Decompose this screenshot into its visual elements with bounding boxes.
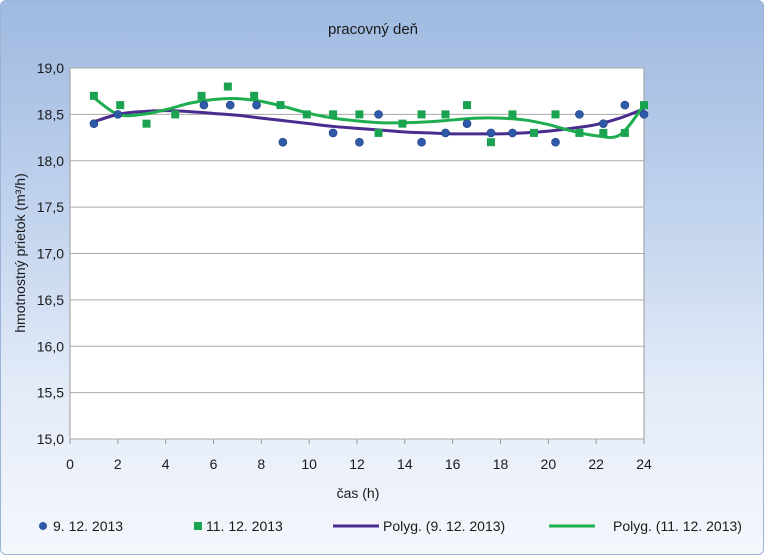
x-tick-label: 20 xyxy=(541,456,557,472)
data-point-series-2 xyxy=(486,138,495,147)
data-point-series-1 xyxy=(441,128,450,138)
data-point-series-1 xyxy=(225,100,235,110)
trend-lines xyxy=(93,96,646,139)
data-point-series-1 xyxy=(575,110,584,119)
data-point-series-2 xyxy=(508,110,517,119)
data-point-series-2 xyxy=(640,101,648,110)
legend: 9. 12. 2013 11. 12. 2013 Polyg. (9. 12. … xyxy=(39,518,742,534)
data-point-series-2 xyxy=(223,82,232,91)
data-point-series-2 xyxy=(355,110,364,119)
data-point-series-2 xyxy=(171,110,180,119)
data-point-series-2 xyxy=(116,101,125,110)
data-point-series-1 xyxy=(252,100,261,110)
data-point-series-1 xyxy=(486,128,496,138)
data-point-series-1 xyxy=(599,119,608,128)
chart-title: pracovný deň xyxy=(328,21,418,38)
legend-marker-series-2 xyxy=(194,522,202,530)
data-point-series-1 xyxy=(355,137,364,147)
data-point-series-1 xyxy=(462,119,472,128)
trend-line-series-3 xyxy=(93,107,645,136)
data-point-series-2 xyxy=(276,101,285,110)
data-point-series-1 xyxy=(639,110,649,119)
legend-label-series-1: 9. 12. 2013 xyxy=(53,518,123,534)
trend-line-series-4 xyxy=(93,96,646,139)
data-point-series-2 xyxy=(89,91,98,100)
data-point-series-1 xyxy=(328,128,338,138)
y-tick-label: 17,0 xyxy=(37,246,64,262)
data-point-series-2 xyxy=(374,128,383,137)
data-point-series-2 xyxy=(417,110,426,119)
data-point-series-2 xyxy=(142,119,151,128)
data-point-series-2 xyxy=(551,110,560,119)
y-tick-label: 18,5 xyxy=(37,106,64,122)
x-tick-label: 12 xyxy=(349,456,365,472)
data-point-series-1 xyxy=(113,110,123,119)
x-tick-label: 18 xyxy=(493,456,509,472)
data-points xyxy=(89,82,649,147)
data-point-series-2 xyxy=(250,91,259,100)
x-tick-label: 10 xyxy=(301,456,317,472)
x-tick-label: 22 xyxy=(588,456,604,472)
data-point-series-2 xyxy=(599,128,608,137)
y-axis-ticks: 15,0 15,5 16,0 16,5 17,0 17,5 18,0 18,5 19,0 xyxy=(37,60,64,447)
data-point-series-1 xyxy=(278,137,288,147)
data-point-series-1 xyxy=(89,119,99,128)
y-tick-label: 16,0 xyxy=(37,338,64,354)
data-point-series-1 xyxy=(374,110,383,119)
data-point-series-2 xyxy=(398,119,407,128)
data-point-series-1 xyxy=(620,100,630,110)
x-axis-label: čas (h) xyxy=(337,485,380,501)
data-point-series-2 xyxy=(441,110,450,119)
data-point-series-1 xyxy=(551,137,560,147)
x-tick-label: 14 xyxy=(397,456,413,472)
x-axis-ticks: 0 2 4 6 8 10 12 14 16 18 20 22 24 xyxy=(66,439,652,472)
data-point-series-2 xyxy=(620,128,629,137)
x-tick-label: 6 xyxy=(210,456,218,472)
x-tick-label: 24 xyxy=(636,456,652,472)
x-tick-label: 0 xyxy=(66,456,74,472)
x-tick-label: 16 xyxy=(445,456,461,472)
data-point-series-1 xyxy=(199,100,209,110)
data-point-series-2 xyxy=(529,128,538,137)
x-tick-label: 4 xyxy=(162,456,170,472)
y-axis-label: hmotnostný prietok (m³/h) xyxy=(12,173,28,333)
data-point-series-2 xyxy=(302,110,311,119)
y-tick-label: 16,5 xyxy=(37,292,64,308)
y-tick-label: 18,0 xyxy=(37,153,64,169)
data-point-series-2 xyxy=(575,128,584,137)
legend-label-series-2: 11. 12. 2013 xyxy=(206,518,283,534)
y-tick-label: 19,0 xyxy=(37,60,64,76)
y-tick-label: 17,5 xyxy=(37,199,64,215)
legend-marker-series-1 xyxy=(39,522,47,530)
x-tick-label: 8 xyxy=(257,456,265,472)
y-tick-label: 15,5 xyxy=(37,385,64,401)
data-point-series-2 xyxy=(329,110,338,119)
y-tick-label: 15,0 xyxy=(37,431,64,447)
data-point-series-1 xyxy=(508,128,517,138)
data-point-series-2 xyxy=(463,101,472,110)
legend-label-series-3: Polyg. (9. 12. 2013) xyxy=(383,518,505,534)
data-point-series-1 xyxy=(417,137,426,147)
x-tick-label: 2 xyxy=(114,456,122,472)
legend-label-series-4: Polyg. (11. 12. 2013) xyxy=(613,518,742,534)
data-point-series-2 xyxy=(197,91,206,100)
